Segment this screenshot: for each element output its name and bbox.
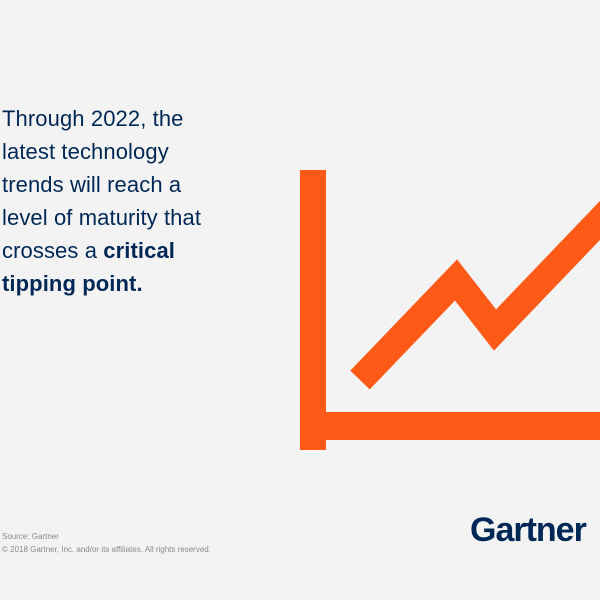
trend-up-chart-icon	[300, 170, 600, 450]
axis-horizontal	[300, 412, 600, 440]
trend-line	[350, 200, 600, 390]
quote-line-3: trends will reach a	[2, 172, 182, 197]
quote-line-2: latest technology	[2, 139, 169, 164]
quote-line-5: crosses a critical	[2, 234, 272, 267]
axis-vertical	[300, 170, 326, 450]
quote-line-1: Through 2022, the	[2, 106, 184, 131]
quote-emphasis-tipping-point: tipping point.	[2, 271, 143, 296]
quote-emphasis-critical: critical	[103, 238, 175, 263]
headline-quote: Through 2022, the latest technology tren…	[2, 102, 272, 300]
quote-line-5-regular: crosses a	[2, 238, 104, 263]
source-label: Source: Gartner	[2, 532, 59, 541]
gartner-logo: Gartner	[470, 511, 587, 549]
copyright-notice: © 2018 Gartner, Inc. and/or its affiliat…	[2, 545, 211, 554]
source-attribution: Source: Gartner © 2018 Gartner, Inc. and…	[2, 530, 211, 556]
quote-line-4: level of maturity that	[2, 205, 202, 230]
